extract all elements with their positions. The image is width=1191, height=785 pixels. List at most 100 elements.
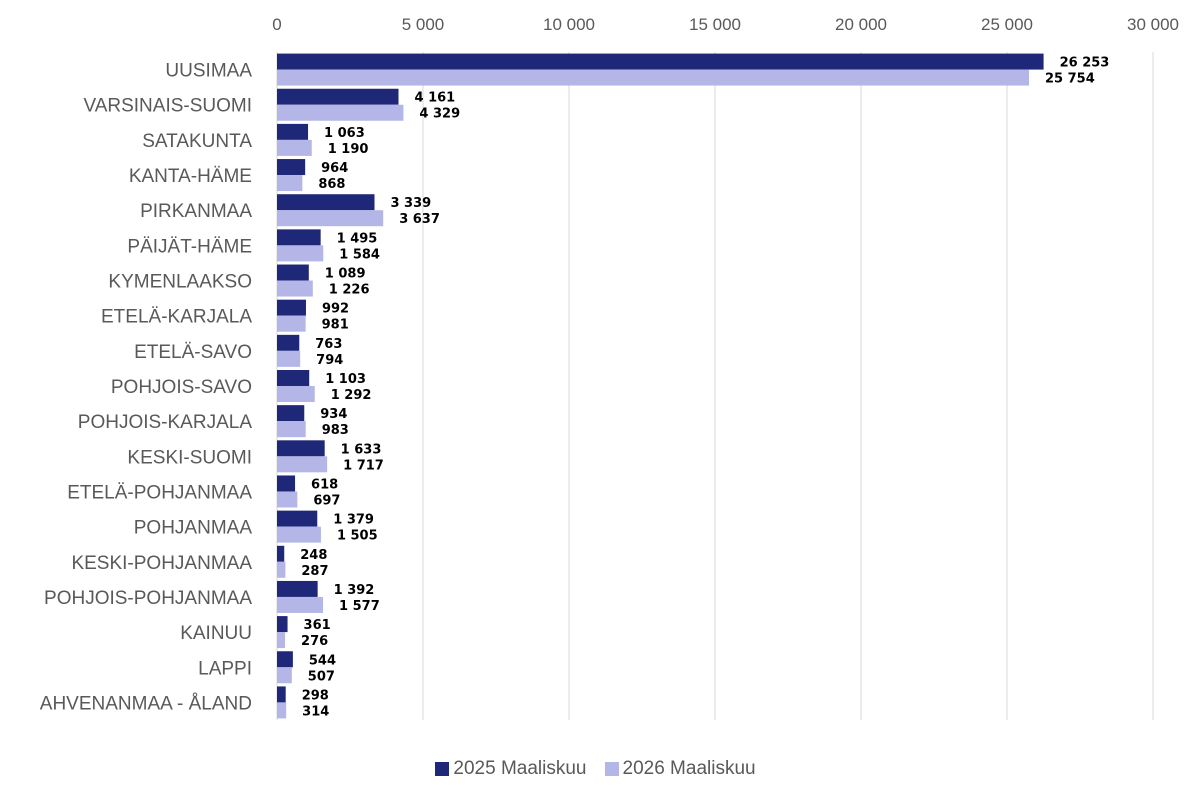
data-label-series-1: 4 161 [415,91,456,106]
bar-series-2 [277,667,292,684]
data-label-series-2: 794 [316,353,343,368]
data-label-series-1: 1 392 [334,583,375,598]
bar-chart: 0 5 000 10 000 15 000 20 000 25 000 30 000 UUS… [40,15,1179,720]
category-label: PÄIJÄT-HÄME [127,236,252,257]
data-label-series-2: 981 [322,318,349,333]
category-label: POHJANMAA [134,518,253,539]
bar-series-1 [277,686,286,703]
data-label-series-1: 1 103 [325,372,366,387]
data-label-series-2: 507 [308,669,335,684]
bar-series-1 [277,510,318,527]
x-tick-label: 5 000 [402,15,445,34]
category-label: ETELÄ-POHJANMAA [67,482,252,503]
bar-series-1 [277,123,309,140]
data-label-series-1: 964 [321,161,348,176]
data-label-series-2: 868 [318,177,345,192]
data-label-series-1: 248 [300,548,327,563]
data-label-series-2: 1 717 [343,458,384,473]
bar-series-1 [277,651,293,668]
legend: 2025 Maaliskuu 2026 Maaliskuu [0,758,1191,780]
bar-series-1 [277,545,285,562]
data-label-series-1: 298 [302,688,329,703]
bar-series-2 [277,104,404,121]
bar-series-2 [277,632,286,649]
x-tick-label: 0 [272,15,281,34]
data-label-series-2: 1 226 [329,283,370,298]
category-labels: UUSIMAA VARSINAIS-SUOMI SATAKUNTA KANTA-HÄM… [40,61,253,715]
data-label-series-2: 1 190 [328,142,369,157]
bar-series-2 [277,526,321,543]
data-label-series-1: 1 063 [324,126,365,141]
data-label-series-2: 276 [301,634,328,649]
bar-series-1 [277,405,305,422]
data-label-series-2: 697 [313,493,340,508]
bar-series-1 [277,229,321,246]
bar-series-1 [277,159,306,176]
category-label: UUSIMAA [165,61,252,82]
bar-series-1 [277,370,310,386]
x-axis-ticks: 0 5 000 10 000 15 000 20 000 25 000 30 000 [272,15,1179,34]
bar-series-2 [277,561,286,578]
category-label: SATAKUNTA [142,131,252,152]
bar-series-1 [277,475,296,492]
data-label-series-1: 544 [309,653,336,668]
category-label: KAINUU [180,623,252,644]
category-label: ETELÄ-KARJALA [101,307,252,328]
data-label-series-2: 4 329 [419,107,460,122]
bar-series-2 [277,280,313,297]
data-label-series-2: 3 637 [399,212,440,227]
bar-series-2 [277,315,306,332]
bar-series-1 [277,194,375,211]
category-label: ETELÄ-SAVO [134,342,252,363]
data-label-series-2: 1 584 [339,247,380,262]
legend-swatch-series-2 [604,762,619,776]
bar-series-2 [277,175,303,192]
data-label-series-2: 1 292 [331,388,372,403]
bar-series-2 [277,210,384,227]
legend-item-series-1: 2025 Maaliskuu [435,758,587,780]
x-tick-label: 30 000 [1127,15,1179,34]
bar-series-2 [277,491,298,508]
bar-series-2 [277,69,1030,86]
category-label: POHJOIS-KARJALA [78,412,253,433]
bar-series-2 [277,596,324,613]
data-label-series-2: 314 [302,704,329,719]
bar-series-1 [277,580,318,597]
category-label: VARSINAIS-SUOMI [83,96,252,117]
x-tick-label: 15 000 [689,15,741,34]
data-label-series-1: 3 339 [390,196,431,211]
legend-swatch-series-1 [435,762,450,776]
category-label: LAPPI [198,658,252,679]
data-label-series-1: 361 [304,618,331,633]
category-label: AHVENANMAA - ÅLAND [40,693,252,714]
bar-series-1 [277,616,288,633]
legend-label-series-2: 2026 Maaliskuu [622,758,756,779]
bar-series-2 [277,139,312,156]
bar-series-1 [277,88,399,105]
bar-series-2 [277,350,301,367]
bar-series-2 [277,386,315,402]
bar-series-1 [277,334,300,351]
legend-label-series-1: 2025 Maaliskuu [453,758,587,779]
gridlines [276,52,1154,720]
data-label-series-1: 26 253 [1060,56,1110,71]
category-label: POHJOIS-SAVO [111,377,252,398]
category-label: KYMENLAAKSO [108,272,252,293]
x-tick-label: 20 000 [835,15,887,34]
data-label-series-1: 992 [322,302,349,317]
data-label-series-1: 934 [320,407,347,422]
data-label-series-1: 1 379 [333,513,374,528]
data-label-series-1: 763 [315,337,342,352]
x-tick-label: 25 000 [981,15,1033,34]
bar-series-1 [277,53,1044,70]
bar-series-2 [277,702,287,719]
data-label-series-1: 1 495 [337,231,378,246]
category-label: PIRKANMAA [140,201,252,222]
bars [277,53,1044,719]
bar-series-2 [277,421,306,438]
x-tick-label: 10 000 [543,15,595,34]
category-label: KANTA-HÄME [129,166,252,187]
data-label-series-2: 1 577 [339,599,380,614]
data-label-series-1: 1 633 [341,442,382,457]
